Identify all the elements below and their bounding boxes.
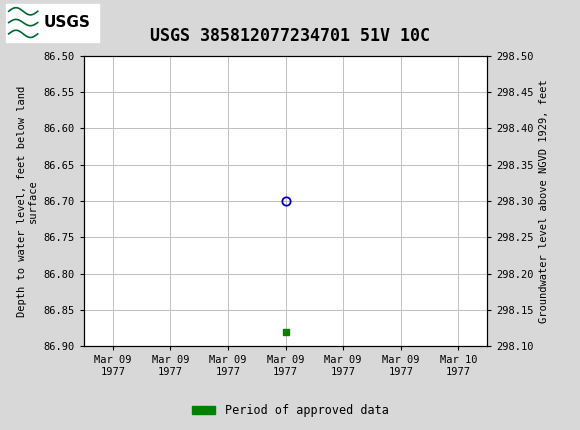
- Text: USGS 385812077234701 51V 10C: USGS 385812077234701 51V 10C: [150, 27, 430, 45]
- Y-axis label: Groundwater level above NGVD 1929, feet: Groundwater level above NGVD 1929, feet: [539, 79, 549, 323]
- Y-axis label: Depth to water level, feet below land
surface: Depth to water level, feet below land su…: [17, 86, 38, 316]
- Text: USGS: USGS: [44, 15, 90, 30]
- FancyBboxPatch shape: [6, 3, 99, 42]
- Legend: Period of approved data: Period of approved data: [187, 399, 393, 422]
